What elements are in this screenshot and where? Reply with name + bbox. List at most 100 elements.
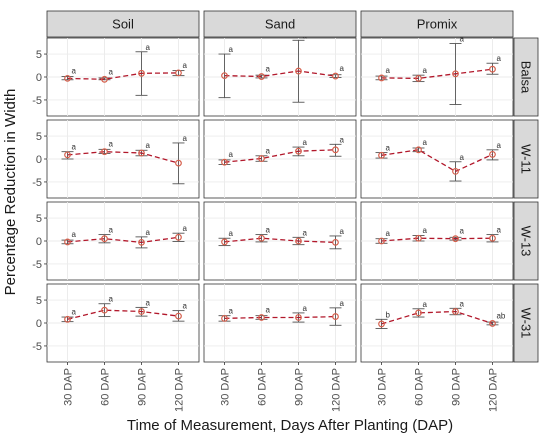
x-tick-label: 90 DAP bbox=[450, 368, 462, 406]
x-tick-label: 60 DAP bbox=[257, 368, 269, 406]
data-point bbox=[258, 314, 265, 321]
strip-w-13 bbox=[513, 201, 539, 281]
significance-label: a bbox=[109, 67, 114, 76]
data-point bbox=[332, 146, 339, 154]
strip-label-sand: Sand bbox=[265, 17, 295, 32]
data-point bbox=[295, 67, 302, 75]
data-point bbox=[332, 313, 339, 320]
panel-balsa-soil: a a a a bbox=[46, 37, 200, 117]
panel-w-11-promix: a a a a bbox=[360, 119, 514, 199]
significance-label: a bbox=[496, 54, 501, 63]
significance-label: a bbox=[182, 134, 187, 143]
data-point bbox=[64, 74, 71, 82]
data-point bbox=[138, 308, 145, 315]
data-point bbox=[258, 155, 265, 162]
data-point bbox=[295, 237, 302, 245]
significance-label: a bbox=[423, 300, 428, 309]
strip-label-soil: Soil bbox=[112, 17, 134, 32]
data-point bbox=[452, 308, 459, 315]
data-point bbox=[415, 74, 422, 82]
series-line bbox=[381, 237, 493, 242]
significance-label: a bbox=[182, 61, 187, 70]
significance-label: a bbox=[339, 227, 344, 236]
significance-label: a bbox=[266, 305, 271, 314]
significance-label: a bbox=[72, 307, 77, 316]
significance-label: a bbox=[109, 226, 114, 235]
data-point bbox=[64, 238, 71, 246]
significance-label: a bbox=[145, 141, 150, 150]
x-tick-label: 90 DAP bbox=[293, 368, 305, 406]
significance-label: a bbox=[145, 298, 150, 307]
significance-label: b bbox=[386, 310, 391, 319]
significance-label: a bbox=[302, 138, 307, 147]
y-tick-label: 5 bbox=[36, 295, 42, 307]
panel-w-31-soil: a a a a bbox=[46, 283, 200, 363]
data-point bbox=[138, 149, 145, 157]
data-point bbox=[452, 235, 459, 243]
strip-label-balsa: Balsa bbox=[519, 61, 534, 94]
data-point bbox=[221, 238, 228, 246]
data-point bbox=[489, 151, 496, 158]
significance-label: a bbox=[459, 227, 464, 236]
significance-label: a bbox=[229, 150, 234, 159]
data-point bbox=[138, 69, 145, 77]
data-point bbox=[452, 70, 459, 78]
y-tick-label: 5 bbox=[36, 131, 42, 143]
data-point bbox=[489, 65, 496, 73]
data-point bbox=[101, 235, 108, 243]
data-point bbox=[415, 146, 422, 154]
significance-label: a bbox=[423, 138, 428, 147]
significance-label: a bbox=[266, 147, 271, 156]
series-line bbox=[381, 310, 493, 325]
strip-label-w-13: W-13 bbox=[519, 226, 534, 257]
data-point bbox=[138, 238, 145, 246]
x-tick-label: 60 DAP bbox=[100, 368, 112, 406]
significance-label: a bbox=[459, 35, 464, 44]
panel-w-31-promix: b a a ab bbox=[360, 283, 514, 363]
x-tick-label: 60 DAP bbox=[414, 368, 426, 406]
y-tick-label: 0 bbox=[36, 236, 42, 248]
data-point bbox=[452, 167, 459, 175]
panel-balsa-promix: a a a a bbox=[360, 35, 514, 117]
series-line bbox=[381, 149, 493, 173]
significance-label: a bbox=[229, 229, 234, 238]
error-bar bbox=[98, 303, 111, 318]
y-tick-label: 0 bbox=[36, 154, 42, 166]
x-tick-label: 90 DAP bbox=[136, 368, 148, 406]
significance-label: a bbox=[339, 64, 344, 73]
significance-label: ab bbox=[496, 311, 505, 320]
series-line bbox=[381, 68, 493, 80]
data-point bbox=[221, 315, 228, 322]
y-tick-label: 5 bbox=[36, 49, 42, 61]
significance-label: a bbox=[266, 226, 271, 235]
x-tick-label: 120 DAP bbox=[173, 368, 185, 412]
significance-label: a bbox=[459, 299, 464, 308]
panel-w-11-sand: a a a a bbox=[203, 119, 357, 199]
x-tick-label: 30 DAP bbox=[220, 368, 232, 406]
error-bar bbox=[255, 74, 268, 79]
y-tick-label: -5 bbox=[32, 259, 42, 271]
x-tick-label: 120 DAP bbox=[487, 368, 499, 412]
series-line bbox=[67, 236, 179, 244]
data-point bbox=[101, 75, 108, 83]
series-line bbox=[224, 237, 336, 244]
y-tick-label: 5 bbox=[36, 213, 42, 225]
significance-label: a bbox=[496, 226, 501, 235]
error-bar bbox=[329, 235, 342, 250]
significance-label: a bbox=[109, 295, 114, 304]
data-point bbox=[489, 234, 496, 242]
error-bar bbox=[329, 74, 342, 78]
significance-label: a bbox=[423, 66, 428, 75]
data-point bbox=[221, 158, 228, 166]
strip-label-promix: Promix bbox=[417, 17, 458, 32]
data-point bbox=[295, 314, 302, 321]
significance-label: a bbox=[302, 228, 307, 237]
strip-label-w-31: W-31 bbox=[519, 308, 534, 339]
y-tick-label: 0 bbox=[36, 72, 42, 84]
series-line bbox=[224, 315, 336, 320]
significance-label: a bbox=[386, 143, 391, 152]
data-point bbox=[221, 72, 228, 80]
